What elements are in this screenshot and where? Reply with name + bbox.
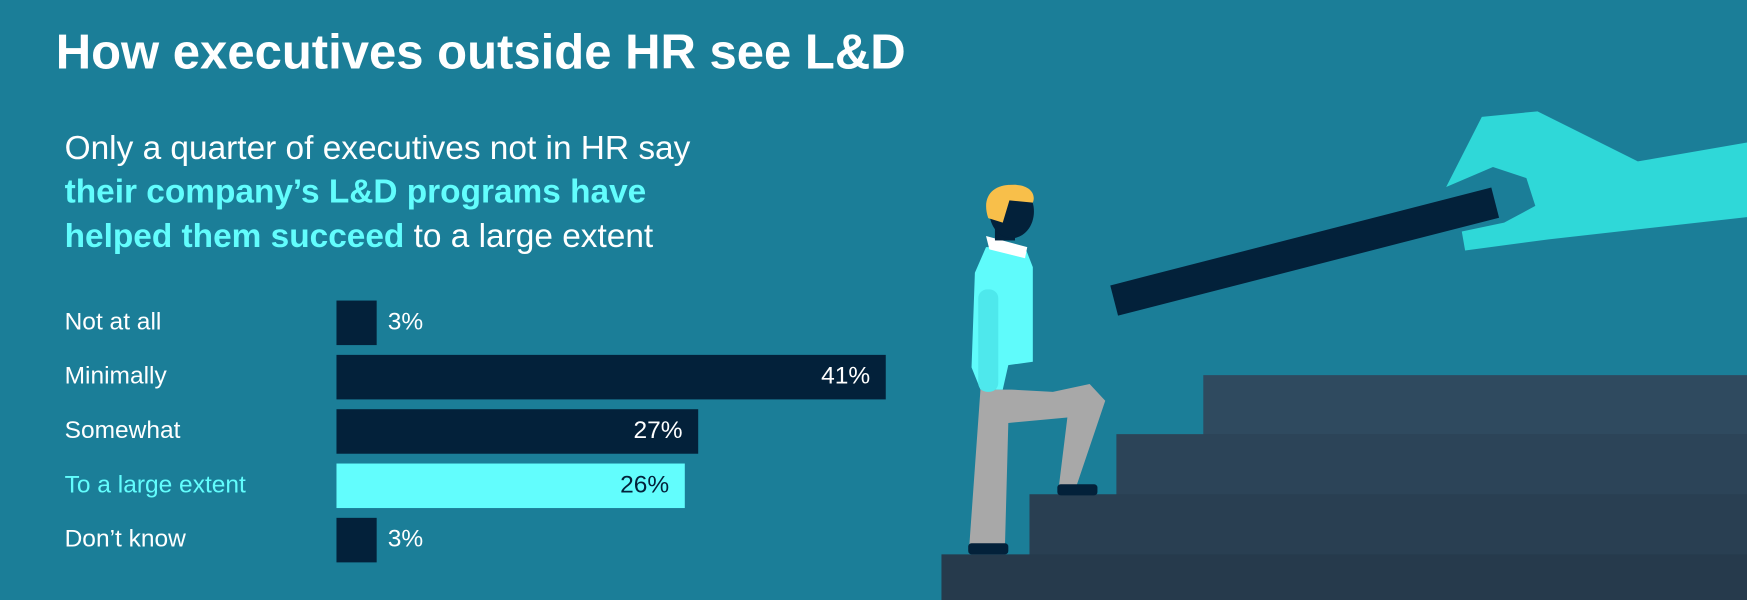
value-label: 3% (388, 308, 423, 335)
bar (336, 300, 377, 346)
hair (986, 184, 1034, 223)
category-label: To a large extent (65, 471, 246, 498)
bar (336, 409, 699, 454)
subtitle-text: to a large extent (414, 218, 654, 255)
title: How executives outside HR see L&D (56, 26, 906, 80)
subtitle-line: Only a quarter of executives not in HR s… (65, 130, 691, 167)
value-label: 41% (821, 363, 870, 390)
subtitle-line: helped them succeed to a large extent (65, 218, 654, 255)
arm (978, 289, 999, 392)
stairs (941, 375, 1747, 600)
bar-chart: Not at all 3% Minimally 41% Somewhat 27% To a … (65, 300, 886, 563)
hand-shape (1446, 111, 1747, 251)
value-label: 26% (620, 471, 669, 498)
subtitle-highlight: helped them succeed (65, 218, 405, 255)
step (1029, 494, 1747, 562)
person (968, 184, 1106, 555)
shoe (968, 543, 1009, 555)
subtitle-highlight: their company’s L&D programs have (65, 174, 647, 211)
hand (1110, 111, 1747, 316)
category-label: Don’t know (65, 526, 187, 553)
bar (336, 354, 886, 400)
step (1203, 375, 1747, 442)
category-label: Somewhat (65, 417, 181, 444)
value-label: 27% (634, 417, 683, 444)
step (941, 554, 1747, 600)
category-label: Not at all (65, 308, 162, 335)
bar (336, 463, 685, 509)
step-board (1110, 187, 1500, 316)
bar (336, 517, 377, 563)
pants (969, 384, 1106, 546)
collar (986, 235, 1028, 259)
shoe (1057, 484, 1098, 496)
step (1116, 434, 1747, 501)
category-label: Minimally (65, 363, 168, 390)
value-label: 3% (388, 526, 423, 553)
